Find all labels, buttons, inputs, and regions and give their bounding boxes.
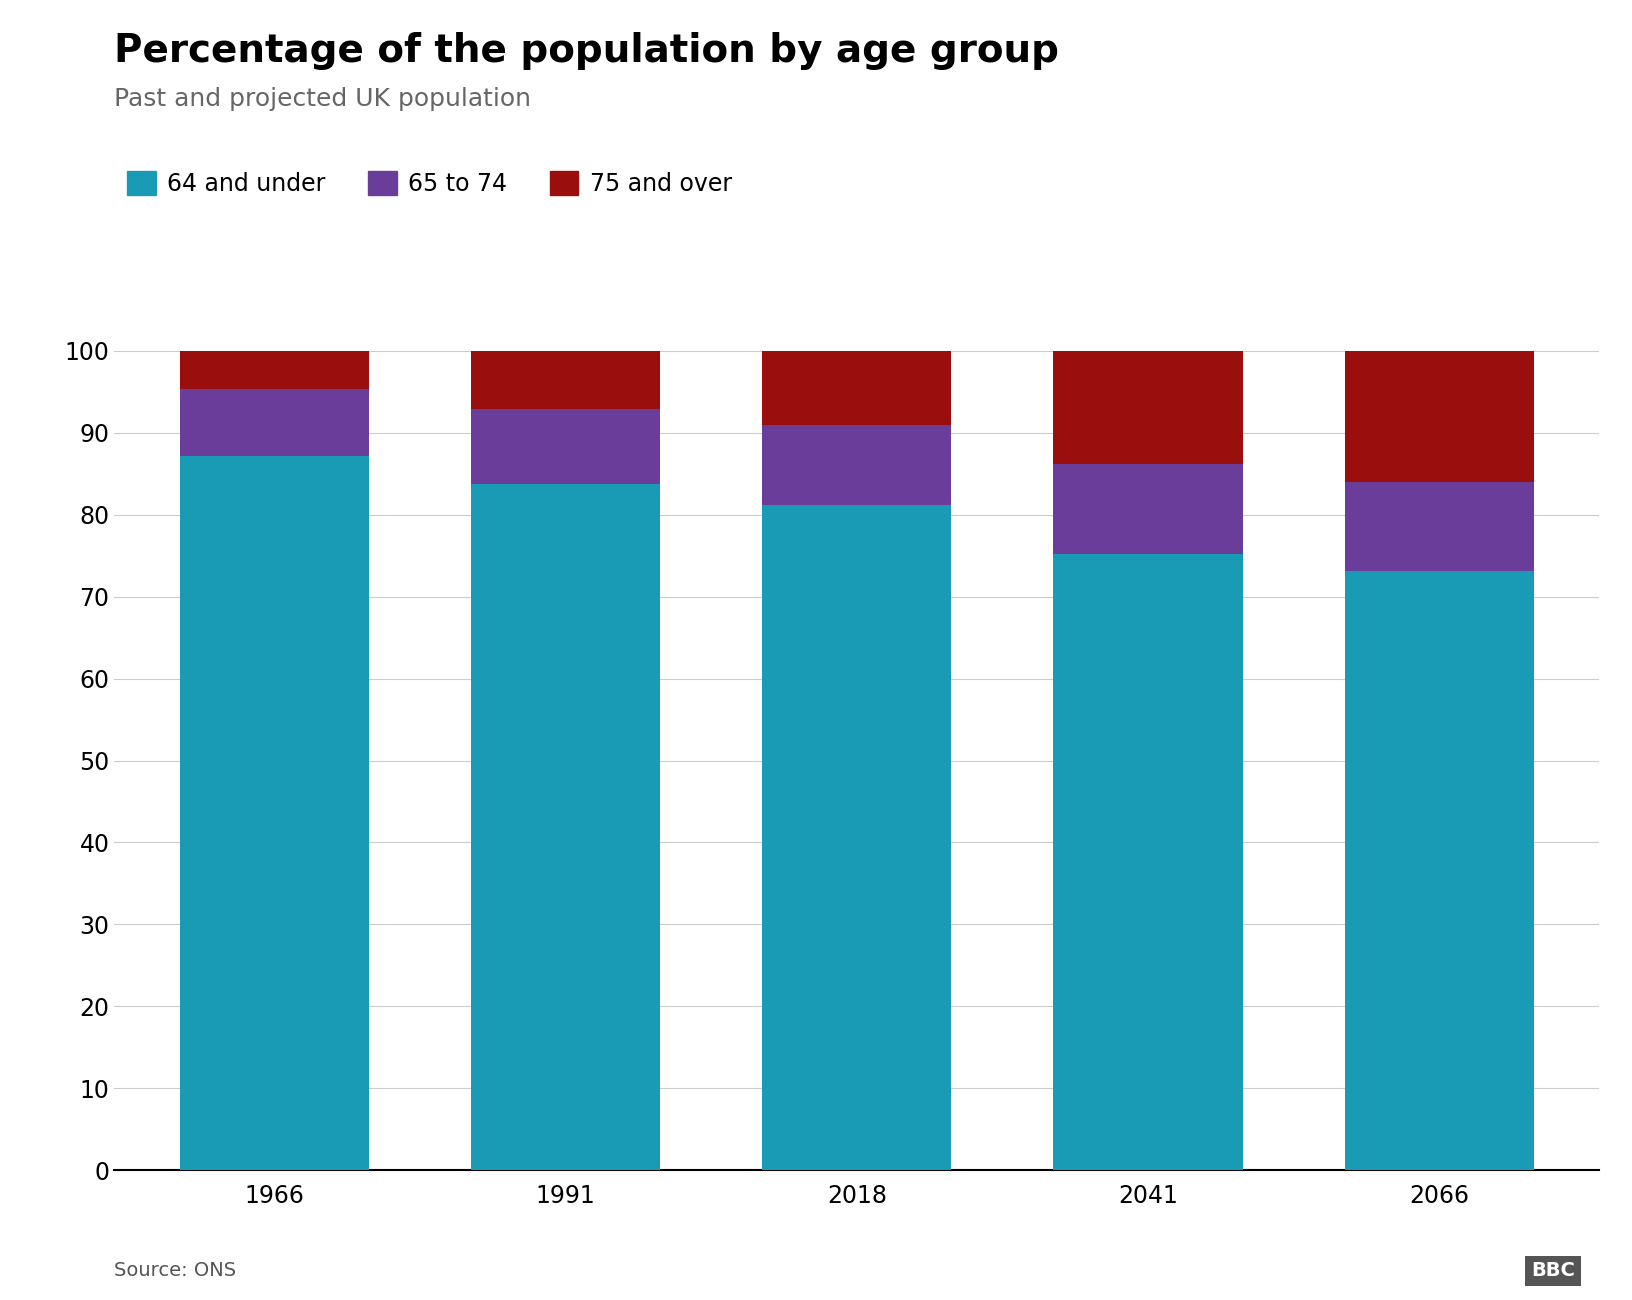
- Bar: [180, 351, 369, 389]
- Bar: [472, 351, 661, 410]
- Bar: [1345, 482, 1534, 571]
- Text: Past and projected UK population: Past and projected UK population: [114, 87, 532, 111]
- Bar: [180, 389, 369, 456]
- Bar: [472, 484, 661, 1170]
- Text: Percentage of the population by age group: Percentage of the population by age grou…: [114, 32, 1059, 70]
- Bar: [180, 456, 369, 1170]
- Bar: [762, 351, 951, 425]
- Bar: [1345, 351, 1534, 482]
- Bar: [1345, 571, 1534, 1170]
- Legend: 64 and under, 65 to 74, 75 and over: 64 and under, 65 to 74, 75 and over: [118, 161, 741, 205]
- Bar: [472, 410, 661, 484]
- Bar: [1053, 464, 1242, 554]
- Text: Source: ONS: Source: ONS: [114, 1261, 237, 1280]
- Bar: [762, 504, 951, 1170]
- Text: BBC: BBC: [1531, 1261, 1575, 1280]
- Bar: [1053, 351, 1242, 464]
- Bar: [1053, 554, 1242, 1170]
- Bar: [762, 425, 951, 504]
